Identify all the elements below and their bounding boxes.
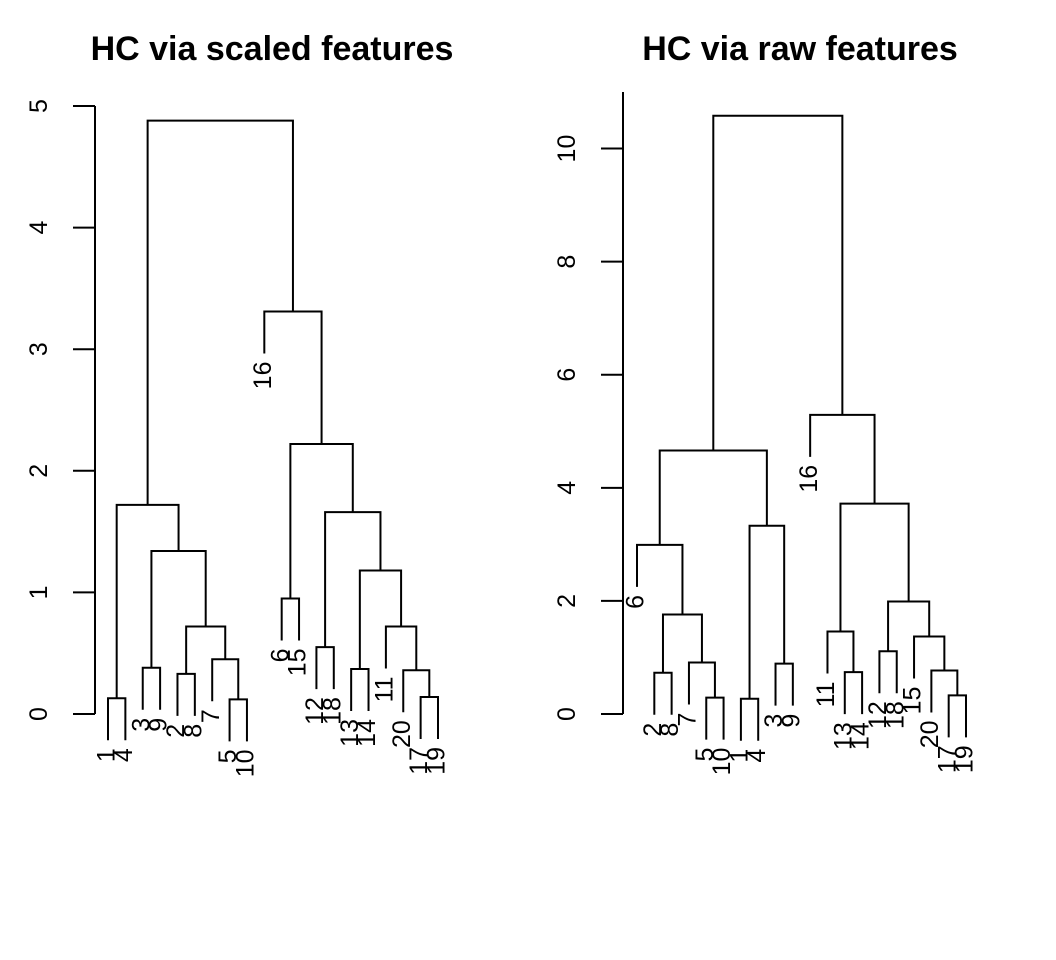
leaf-label: 9 bbox=[777, 714, 805, 728]
y-tick-label: 2 bbox=[25, 464, 53, 478]
leaf-label: 4 bbox=[110, 748, 138, 762]
leaf-label: 8 bbox=[656, 723, 684, 737]
y-tick-label: 4 bbox=[553, 481, 581, 495]
leaf-label: 3 bbox=[127, 718, 155, 732]
merge-link bbox=[150, 550, 207, 668]
leaf-label: 5 bbox=[691, 748, 719, 762]
y-tick-label: 6 bbox=[553, 368, 581, 382]
leaf-label: 8 bbox=[179, 724, 207, 738]
leaf-label: 10 bbox=[232, 749, 260, 777]
chart-title: HC via scaled features bbox=[91, 30, 454, 68]
leaf-label: 4 bbox=[743, 749, 771, 763]
leaf-label: 14 bbox=[353, 719, 381, 747]
leaf-label: 2 bbox=[639, 723, 667, 737]
merge-link bbox=[211, 658, 240, 702]
leaf-label: 11 bbox=[812, 681, 840, 707]
merge-link bbox=[384, 625, 418, 671]
merge-link bbox=[658, 449, 768, 545]
y-tick-label: 1 bbox=[25, 585, 53, 599]
merge-link bbox=[358, 569, 403, 670]
leaf-label: 12 bbox=[301, 697, 329, 725]
merge-link bbox=[687, 661, 716, 705]
merge-link bbox=[146, 119, 294, 505]
leaf-label: 18 bbox=[318, 697, 346, 725]
merge-link bbox=[280, 597, 301, 641]
merge-link bbox=[402, 669, 431, 713]
merge-link bbox=[843, 671, 864, 715]
leaf-label: 5 bbox=[214, 749, 242, 763]
merge-link bbox=[315, 646, 335, 690]
y-tick-label: 8 bbox=[553, 255, 581, 269]
merge-link bbox=[705, 696, 725, 740]
leaf-label: 1 bbox=[93, 748, 121, 762]
leaf-label: 16 bbox=[249, 362, 277, 390]
leaf-label: 15 bbox=[284, 648, 312, 676]
merge-link bbox=[748, 524, 786, 699]
y-tick-label: 2 bbox=[553, 594, 581, 608]
leaf-label: 13 bbox=[829, 722, 857, 750]
leaf-label: 6 bbox=[622, 595, 650, 609]
merge-link bbox=[826, 630, 855, 674]
merge-link bbox=[878, 650, 898, 694]
leaf-label: 13 bbox=[336, 719, 364, 747]
leaf-label: 19 bbox=[951, 745, 979, 773]
merge-link bbox=[228, 698, 248, 742]
y-tick-label: 0 bbox=[25, 707, 53, 721]
merge-link bbox=[141, 666, 162, 710]
merge-link bbox=[350, 668, 370, 712]
merge-link bbox=[107, 697, 127, 741]
leaf-label: 17 bbox=[933, 745, 961, 773]
merge-link bbox=[809, 413, 876, 504]
leaf-label: 6 bbox=[266, 648, 294, 662]
leaf-label: 20 bbox=[916, 720, 944, 748]
merge-link bbox=[185, 625, 227, 674]
y-tick-label: 5 bbox=[25, 99, 53, 113]
leaf-label: 16 bbox=[795, 465, 823, 493]
merge-link bbox=[419, 695, 439, 739]
merge-link bbox=[324, 511, 382, 648]
merge-link bbox=[739, 697, 760, 741]
leaf-label: 15 bbox=[899, 687, 927, 715]
leaf-label: 19 bbox=[423, 747, 451, 775]
leaf-label: 18 bbox=[881, 701, 909, 729]
leaf-label: 7 bbox=[674, 713, 702, 727]
leaf-label: 20 bbox=[388, 720, 416, 748]
merge-link bbox=[176, 672, 196, 716]
merge-link bbox=[115, 503, 180, 699]
chart-title: HC via raw features bbox=[642, 30, 958, 68]
leaf-label: 2 bbox=[162, 724, 190, 738]
merge-link bbox=[947, 694, 967, 738]
dendrogram-panel-1: HC via scaled features012345143928751016… bbox=[25, 30, 453, 777]
merge-link bbox=[930, 669, 959, 713]
y-tick-label: 10 bbox=[553, 135, 581, 163]
merge-link bbox=[887, 600, 931, 652]
leaf-label: 14 bbox=[847, 722, 875, 750]
leaf-label: 12 bbox=[864, 701, 892, 729]
leaf-label: 7 bbox=[197, 709, 225, 723]
merge-link bbox=[289, 443, 354, 599]
y-tick-label: 4 bbox=[25, 221, 53, 235]
merge-link bbox=[712, 114, 844, 451]
leaf-label: 9 bbox=[145, 718, 173, 732]
dendrogram-panel-2: HC via raw features024681062875101439161… bbox=[553, 30, 979, 775]
leaf-label: 17 bbox=[405, 747, 433, 775]
merge-link bbox=[661, 613, 703, 673]
merge-link bbox=[774, 662, 794, 706]
leaf-label: 3 bbox=[760, 714, 788, 728]
y-tick-label: 3 bbox=[25, 342, 53, 356]
merge-link bbox=[839, 502, 910, 632]
leaf-label: 1 bbox=[726, 749, 754, 763]
leaf-label: 11 bbox=[371, 676, 399, 702]
merge-link bbox=[653, 671, 673, 715]
merge-link bbox=[913, 635, 946, 679]
y-tick-label: 0 bbox=[553, 707, 581, 721]
leaf-label: 10 bbox=[708, 748, 736, 776]
